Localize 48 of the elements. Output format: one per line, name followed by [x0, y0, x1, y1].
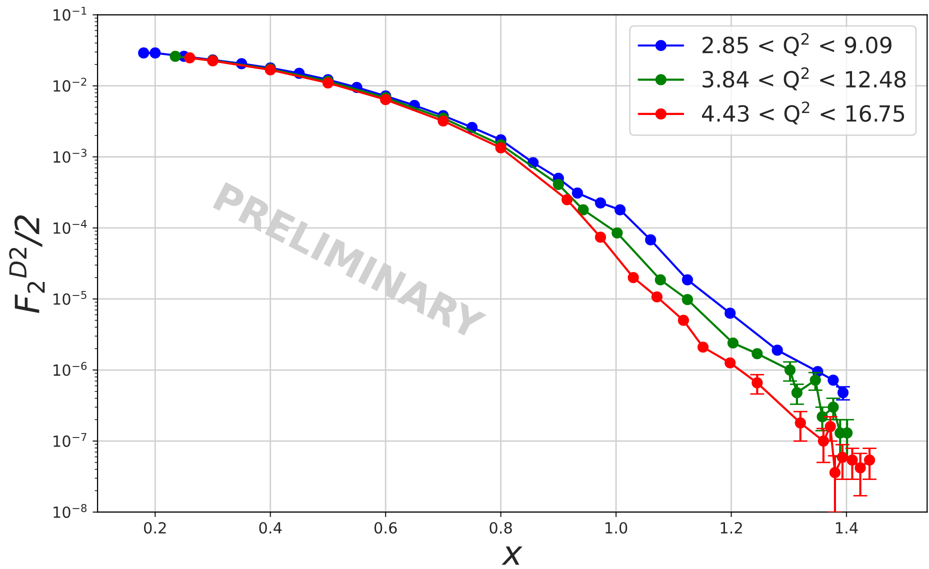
point [150, 47, 161, 59]
point [552, 178, 564, 190]
y-tick-label: 10$^{−1}$ [54, 6, 86, 21]
point [697, 342, 709, 353]
y-tick-label: 10$^{−4}$ [54, 220, 87, 234]
point [724, 357, 736, 368]
y-tick-label: 10$^{−2}$ [54, 78, 86, 92]
y-tick-label: 10$^{−7}$ [54, 433, 86, 447]
point [724, 308, 736, 319]
point [612, 227, 623, 238]
x-tick-label: 0.4 [259, 522, 282, 534]
point [594, 232, 606, 243]
point [614, 204, 626, 216]
point [438, 115, 449, 127]
y-tick-label: 10$^{−6}$ [54, 362, 87, 376]
point [138, 47, 150, 59]
point [562, 194, 573, 206]
x-tick-label: 1.2 [720, 522, 742, 534]
x-tick-label: 0.2 [144, 522, 166, 534]
x-tick-label: 0.8 [490, 522, 512, 534]
point [654, 274, 666, 286]
point [594, 197, 606, 208]
point [727, 337, 739, 349]
x-axis-title: x [502, 546, 522, 565]
point [752, 348, 763, 360]
point [572, 187, 583, 199]
y-tick-label: 10$^{−5}$ [54, 291, 86, 305]
point [682, 294, 694, 306]
legend-label: 4.43 < Q$^{2}$ < 16.75 [702, 102, 904, 124]
point [651, 291, 663, 302]
point [772, 344, 783, 356]
x-tick-label: 1.4 [836, 522, 858, 534]
y-tick-label: 10$^{−8}$ [54, 504, 87, 518]
point [828, 374, 839, 386]
point [628, 272, 639, 284]
legend-label: 3.84 < Q$^{2}$ < 12.48 [702, 67, 906, 90]
x-tick-label: 1.0 [606, 522, 628, 534]
y-tick-label: 10$^{−3}$ [54, 148, 86, 163]
point [170, 50, 181, 62]
point [645, 234, 656, 246]
legend-label: 2.85 < Q$^{2}$ < 9.09 [702, 33, 892, 56]
point [578, 204, 589, 216]
point [495, 142, 506, 154]
point [678, 314, 690, 326]
point [682, 274, 694, 286]
y-axis-title: F$_{2}$$^{D2}$/2 [9, 215, 45, 314]
point [184, 52, 196, 64]
x-tick-label: 0.6 [374, 522, 397, 534]
